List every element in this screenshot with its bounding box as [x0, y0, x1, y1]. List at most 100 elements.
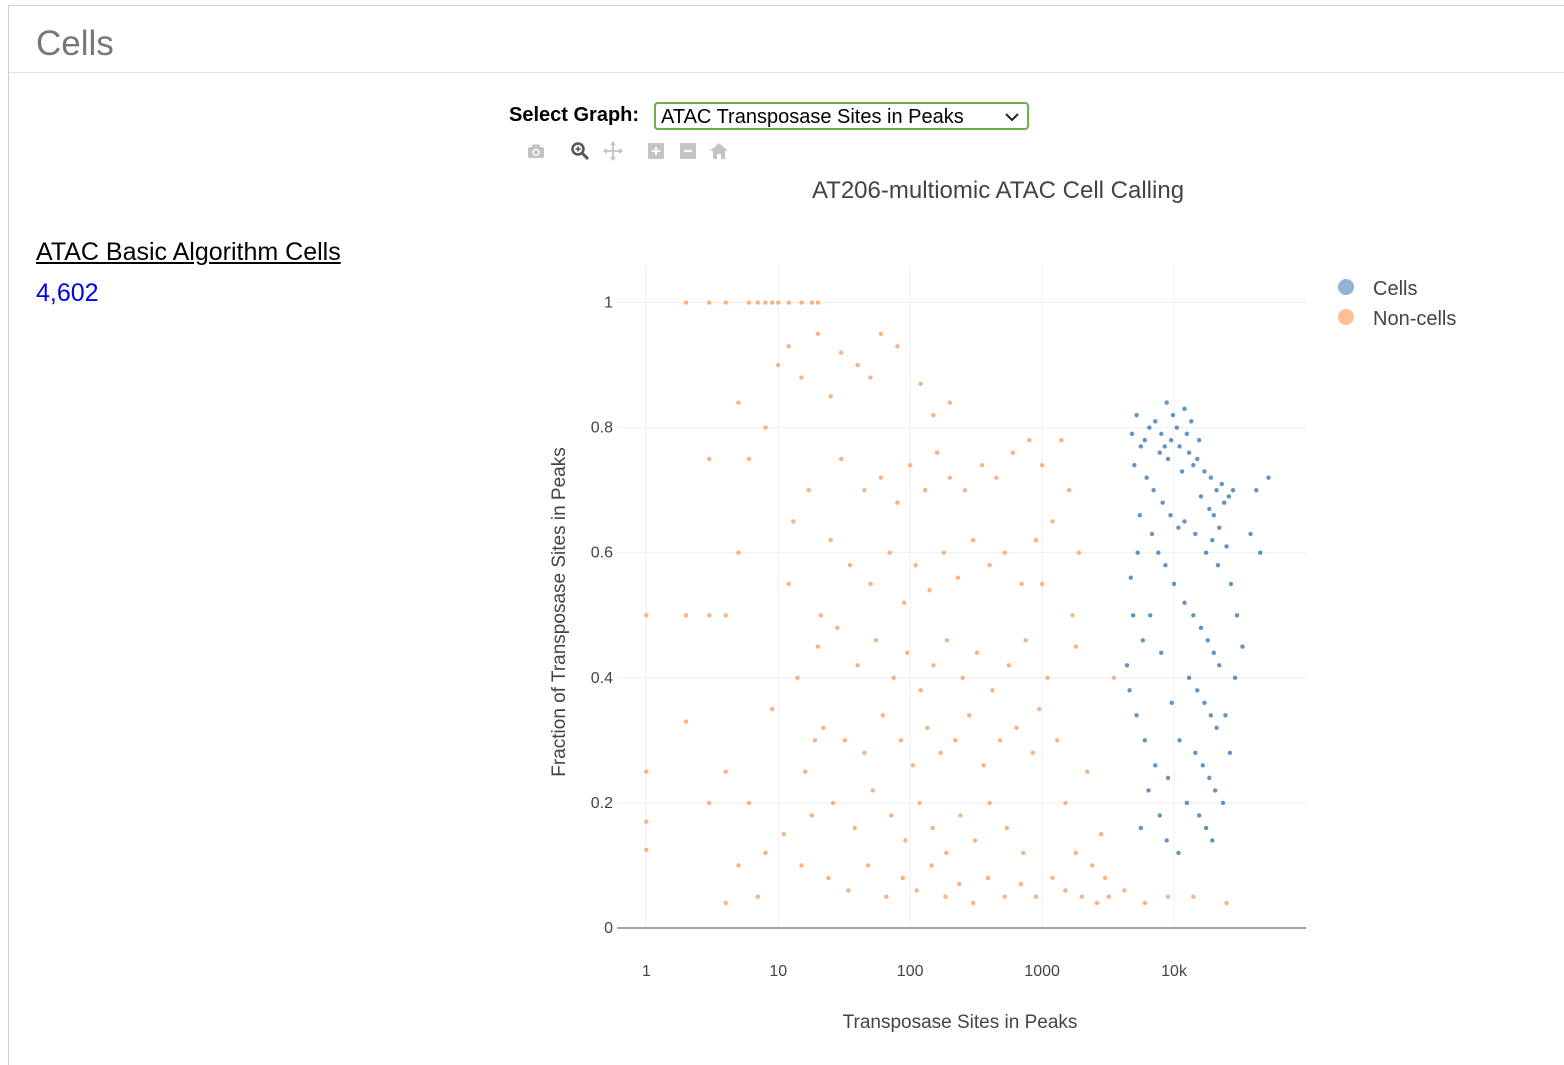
non-cell-point	[917, 800, 922, 806]
non-cell-point	[1014, 725, 1019, 731]
cell-point	[1219, 481, 1224, 487]
non-cell-point	[907, 462, 913, 468]
cell-point	[1217, 663, 1222, 668]
non-cell-point	[1050, 519, 1055, 524]
x-tick-label: 10k	[1161, 963, 1188, 980]
legend-label-non-cells[interactable]: Non-cells	[1373, 308, 1456, 330]
non-cell-point	[1085, 769, 1090, 774]
non-cell-point	[1039, 581, 1045, 587]
non-cell-point	[812, 738, 818, 743]
cell-point	[1170, 412, 1176, 418]
non-cell-point	[918, 688, 923, 693]
metric-value: 4,602	[36, 279, 99, 307]
non-cell-point	[799, 300, 804, 305]
cell-point	[1191, 462, 1196, 468]
non-cell-point	[1036, 706, 1042, 712]
non-cell-point	[962, 487, 968, 493]
non-cell-point	[1033, 894, 1039, 899]
cell-point	[1168, 437, 1174, 443]
x-tick-label: 1	[642, 963, 651, 980]
non-cell-point	[815, 644, 821, 649]
cell-point	[1207, 506, 1212, 512]
non-cell-point	[913, 563, 918, 568]
non-cell-point	[1030, 750, 1035, 756]
cell-point	[1195, 688, 1200, 693]
non-cell-point	[1142, 900, 1147, 906]
non-cell-point	[953, 738, 958, 743]
x-axis-title: Transposase Sites in Peaks	[843, 1012, 1078, 1033]
pan-icon[interactable]	[602, 140, 624, 162]
y-tick-label: 0.2	[591, 795, 613, 812]
non-cell-point	[835, 625, 840, 630]
non-cell-point	[1006, 663, 1012, 668]
cell-point	[1203, 825, 1209, 831]
non-cell-point	[683, 300, 689, 305]
cell-point	[1184, 800, 1190, 806]
non-cell-point	[723, 769, 728, 774]
home-icon[interactable]	[708, 140, 730, 162]
camera-icon[interactable]	[525, 140, 547, 162]
non-cell-point	[930, 825, 935, 831]
non-cell-point	[966, 713, 972, 718]
non-cell-point	[934, 450, 940, 455]
cell-point	[1266, 475, 1271, 480]
cell-point	[1142, 437, 1147, 443]
cell-point	[1159, 431, 1164, 437]
cell-point	[1127, 688, 1132, 693]
non-cell-point	[944, 638, 950, 643]
non-cell-point	[791, 519, 796, 524]
cell-point	[1258, 550, 1263, 555]
graph-select-value: ATAC Transposase Sites in Peaks	[661, 106, 964, 128]
non-cell-point	[900, 875, 906, 881]
non-cell-point	[862, 750, 867, 756]
cell-point	[1174, 425, 1180, 430]
cell-point	[1160, 500, 1165, 505]
non-cell-point	[746, 300, 752, 305]
non-cell-point	[763, 850, 768, 856]
non-cell-point	[1019, 581, 1024, 587]
non-cell-point	[1002, 894, 1007, 899]
graph-select[interactable]: ATAC Transposase Sites in Peaks	[654, 102, 1029, 130]
non-cell-point	[707, 800, 712, 806]
panel-title: Cells	[36, 24, 114, 63]
non-cell-point	[806, 487, 811, 493]
cell-point	[1124, 663, 1130, 668]
non-cell-point	[958, 813, 963, 818]
non-cell-point	[723, 900, 728, 906]
cell-point	[1207, 775, 1212, 781]
non-cell-point	[1023, 638, 1028, 643]
select-graph-label: Select Graph:	[509, 104, 640, 126]
non-cell-point	[1018, 882, 1024, 887]
non-cell-point	[868, 581, 873, 587]
cell-point	[1132, 462, 1137, 468]
cell-point	[1168, 512, 1173, 518]
cell-point	[1227, 750, 1233, 756]
non-cell-point	[736, 863, 741, 868]
metric-label[interactable]: ATAC Basic Algorithm Cells	[36, 238, 341, 266]
cell-point	[1217, 525, 1222, 530]
zoom-out-icon[interactable]	[677, 140, 699, 162]
non-cell-point	[1063, 800, 1068, 806]
non-cell-point	[891, 675, 896, 681]
cell-point	[1203, 550, 1209, 555]
cell-point	[1211, 650, 1216, 655]
legend-label-cells[interactable]: Cells	[1373, 278, 1417, 300]
zoom-in-icon[interactable]	[645, 140, 667, 162]
cell-point	[1210, 538, 1215, 543]
non-cell-point	[707, 456, 712, 462]
non-cell-point	[1002, 550, 1007, 555]
non-cell-point	[925, 725, 930, 731]
cell-point	[1129, 431, 1135, 437]
non-cell-point	[922, 487, 928, 493]
chart-legend[interactable]: Cells Non-cells	[1338, 278, 1456, 330]
non-cell-point	[795, 675, 800, 681]
non-cell-point	[786, 344, 791, 349]
cell-point	[1254, 487, 1259, 493]
cell-point	[1224, 544, 1229, 549]
zoom-icon[interactable]	[569, 140, 591, 162]
cell-point	[1200, 763, 1205, 768]
non-cell-point	[887, 550, 892, 555]
non-cell-point	[868, 375, 873, 380]
non-cell-point	[941, 550, 947, 555]
non-cell-point	[955, 575, 961, 580]
